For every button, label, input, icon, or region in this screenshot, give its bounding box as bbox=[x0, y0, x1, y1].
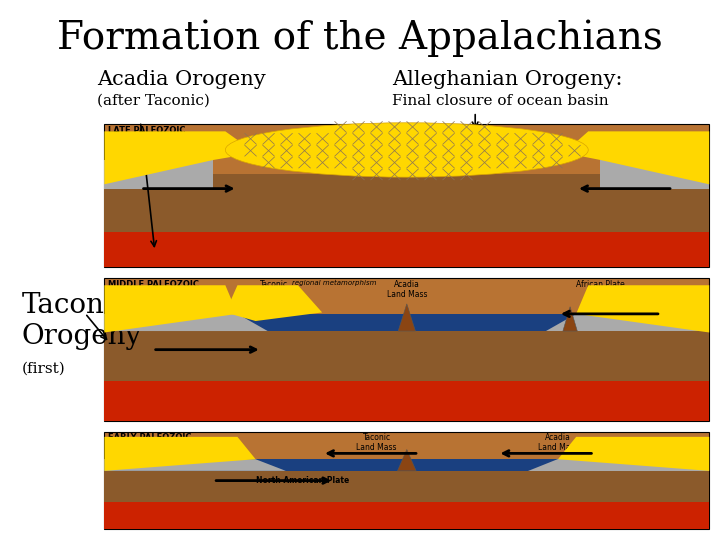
Bar bbox=[104, 432, 709, 529]
Bar bbox=[104, 502, 709, 529]
Text: (first): (first) bbox=[22, 362, 66, 376]
Polygon shape bbox=[104, 285, 238, 333]
Text: LATE PALEOZOIC: LATE PALEOZOIC bbox=[108, 126, 186, 134]
Bar bbox=[104, 331, 709, 381]
Polygon shape bbox=[576, 285, 709, 333]
Text: MIDDLE PALEOZOIC: MIDDLE PALEOZOIC bbox=[108, 280, 199, 288]
Text: Acadia
Land Mass: Acadia Land Mass bbox=[387, 280, 427, 299]
Bar bbox=[104, 160, 213, 188]
Text: Appalachian
Orogeny
~310-250 million
years ago: Appalachian Orogeny ~310-250 million yea… bbox=[108, 141, 162, 164]
Bar bbox=[104, 381, 709, 421]
Polygon shape bbox=[564, 131, 709, 184]
Text: Alleghanian Orogeny:: Alleghanian Orogeny: bbox=[392, 70, 623, 89]
Polygon shape bbox=[104, 459, 286, 471]
Bar bbox=[104, 471, 709, 502]
Text: Taconic
Orogeny: Taconic Orogeny bbox=[22, 292, 142, 350]
Polygon shape bbox=[104, 314, 268, 331]
Text: Formation of the Appalachians: Formation of the Appalachians bbox=[57, 19, 663, 57]
Text: regional metamorphism: regional metamorphism bbox=[292, 280, 377, 286]
Text: African Plate: African Plate bbox=[576, 280, 625, 288]
Text: Taconic
Orogeny
~480-440 million
years ago: Taconic Orogeny ~480-440 million years a… bbox=[108, 447, 162, 469]
Text: (after Taconic): (after Taconic) bbox=[97, 94, 210, 108]
Polygon shape bbox=[528, 459, 709, 471]
Bar bbox=[104, 278, 709, 421]
Bar bbox=[104, 459, 709, 471]
Polygon shape bbox=[398, 304, 415, 331]
Text: North American Plate: North American Plate bbox=[256, 476, 349, 485]
Bar bbox=[104, 124, 709, 267]
Polygon shape bbox=[225, 285, 322, 321]
Bar bbox=[104, 314, 709, 331]
Text: EARLY PALEOZOIC: EARLY PALEOZOIC bbox=[108, 433, 192, 442]
Text: Acadia
Land Mass: Acadia Land Mass bbox=[538, 433, 578, 453]
Text: Taconic
Land Mass: Taconic Land Mass bbox=[253, 280, 294, 299]
Text: African Plate: African Plate bbox=[649, 136, 706, 145]
Polygon shape bbox=[558, 437, 709, 471]
Bar bbox=[600, 160, 709, 188]
Bar bbox=[104, 174, 709, 232]
Polygon shape bbox=[397, 449, 416, 471]
Text: Taconic
Land Mass: Taconic Land Mass bbox=[356, 433, 397, 453]
Polygon shape bbox=[546, 314, 709, 331]
Text: Final closure of ocean basin: Final closure of ocean basin bbox=[392, 94, 609, 108]
Text: North America: North America bbox=[112, 136, 174, 145]
Ellipse shape bbox=[225, 123, 588, 177]
Polygon shape bbox=[104, 437, 256, 471]
Polygon shape bbox=[563, 307, 577, 331]
Text: Supercontinent of Pangaea: Supercontinent of Pangaea bbox=[350, 126, 464, 134]
Polygon shape bbox=[104, 131, 256, 184]
Text: Acadia Orogeny: Acadia Orogeny bbox=[97, 70, 266, 89]
Bar bbox=[104, 232, 709, 267]
Text: Acadian
Orogeny
~410-380m
years ago: Acadian Orogeny ~410-380m years ago bbox=[108, 300, 145, 322]
